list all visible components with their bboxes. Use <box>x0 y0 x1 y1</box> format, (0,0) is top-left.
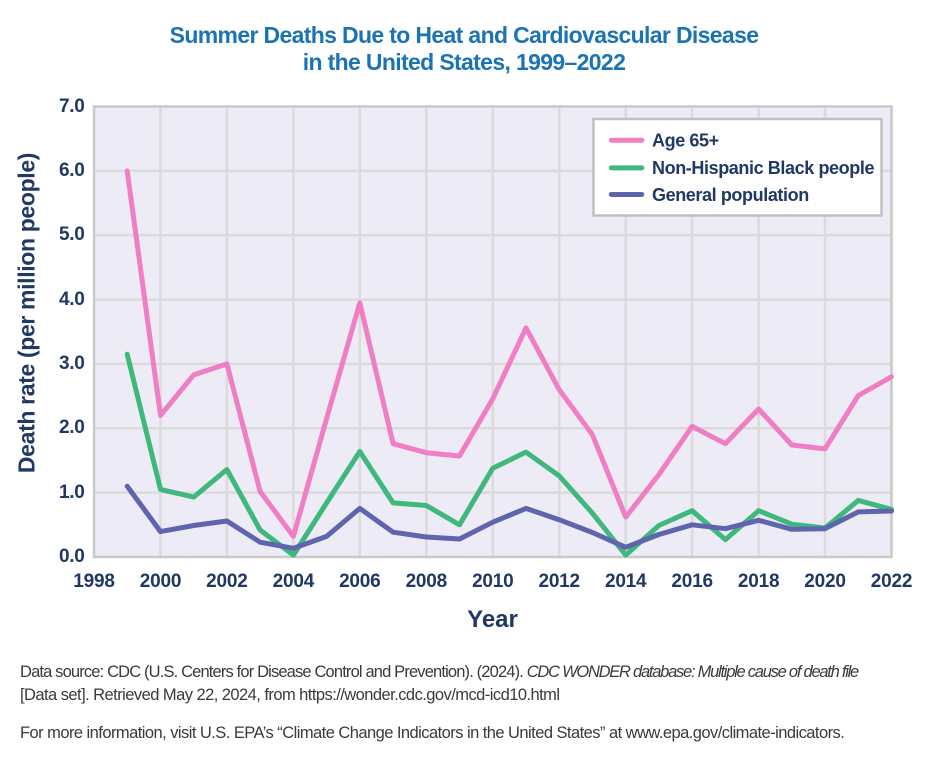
svg-text:Age 65+: Age 65+ <box>652 130 719 150</box>
svg-text:General population: General population <box>652 185 809 205</box>
svg-text:Non-Hispanic Black people: Non-Hispanic Black people <box>652 158 874 178</box>
